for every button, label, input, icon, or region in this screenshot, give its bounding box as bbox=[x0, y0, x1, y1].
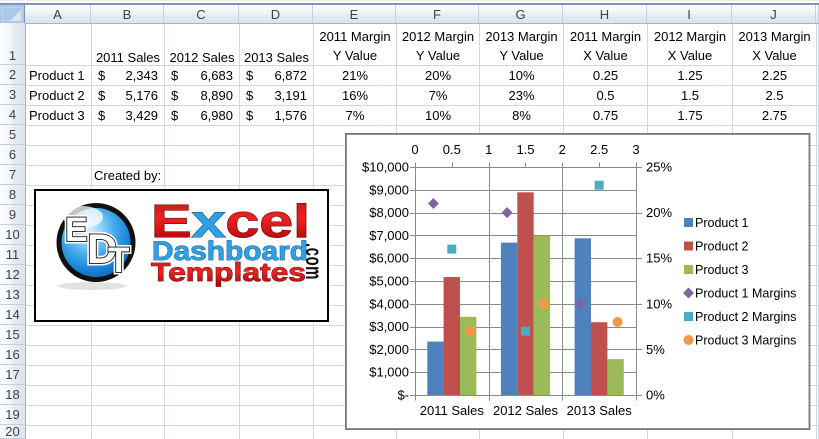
svg-text:$2,000: $2,000 bbox=[369, 342, 409, 357]
svg-text:Templates: Templates bbox=[151, 257, 306, 287]
svg-text:.com: .com bbox=[300, 243, 326, 280]
svg-text:15%: 15% bbox=[646, 251, 672, 266]
svg-text:Product 1 Margins: Product 1 Margins bbox=[695, 287, 796, 301]
svg-text:Product 1: Product 1 bbox=[695, 216, 749, 230]
svg-text:0: 0 bbox=[411, 142, 418, 157]
svg-text:$7,000: $7,000 bbox=[369, 228, 409, 243]
svg-text:$9,000: $9,000 bbox=[369, 182, 409, 197]
svg-text:2012 Sales: 2012 Sales bbox=[493, 403, 559, 418]
svg-text:2.5: 2.5 bbox=[590, 142, 608, 157]
svg-text:$5,000: $5,000 bbox=[369, 274, 409, 289]
svg-text:$10,000: $10,000 bbox=[362, 160, 409, 175]
svg-text:1.5: 1.5 bbox=[516, 142, 534, 157]
svg-text:$4,000: $4,000 bbox=[369, 296, 409, 311]
svg-text:5%: 5% bbox=[646, 342, 665, 357]
svg-text:T: T bbox=[108, 241, 129, 280]
svg-text:Product 2 Margins: Product 2 Margins bbox=[695, 310, 796, 324]
svg-text:$-: $- bbox=[397, 388, 409, 403]
svg-text:3: 3 bbox=[632, 142, 639, 157]
svg-text:10%: 10% bbox=[646, 296, 672, 311]
svg-text:$1,000: $1,000 bbox=[369, 365, 409, 380]
svg-text:Dashboard: Dashboard bbox=[152, 236, 308, 266]
svg-text:Product 2: Product 2 bbox=[695, 240, 749, 254]
svg-text:2011 Sales: 2011 Sales bbox=[420, 403, 485, 418]
svg-text:25%: 25% bbox=[646, 160, 672, 175]
svg-text:T: T bbox=[108, 241, 129, 280]
svg-text:$8,000: $8,000 bbox=[369, 205, 409, 220]
svg-text:2: 2 bbox=[559, 142, 566, 157]
svg-text:E: E bbox=[65, 211, 88, 249]
svg-text:2013 Sales: 2013 Sales bbox=[567, 403, 633, 418]
svg-text:Product 3: Product 3 bbox=[695, 263, 749, 277]
svg-text:Product 3 Margins: Product 3 Margins bbox=[695, 334, 796, 348]
svg-text:D: D bbox=[87, 225, 117, 272]
svg-text:1: 1 bbox=[485, 142, 492, 157]
svg-text:$6,000: $6,000 bbox=[369, 251, 409, 266]
svg-text:0.5: 0.5 bbox=[443, 142, 461, 157]
svg-text:D: D bbox=[87, 225, 117, 272]
svg-text:E: E bbox=[65, 211, 88, 249]
svg-text:$3,000: $3,000 bbox=[369, 319, 409, 334]
svg-text:20%: 20% bbox=[646, 205, 672, 220]
svg-text:0%: 0% bbox=[646, 388, 665, 403]
